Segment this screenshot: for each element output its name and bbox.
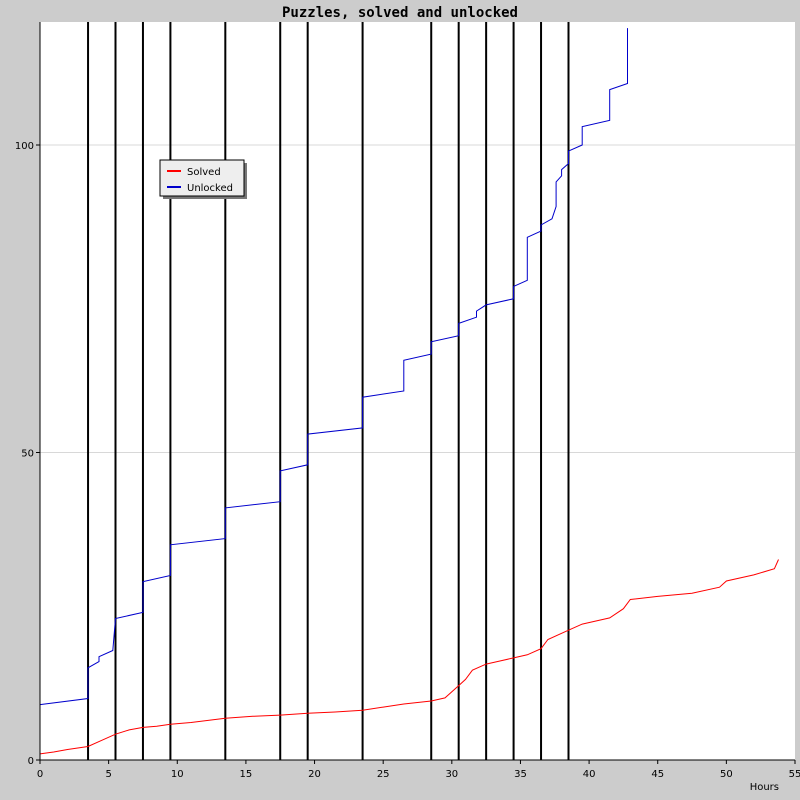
plot-area bbox=[40, 22, 795, 760]
series-line-unlocked bbox=[39, 28, 628, 706]
x-tick-label-45: 45 bbox=[651, 769, 664, 780]
legend-label-unlocked: Unlocked bbox=[187, 183, 233, 194]
x-tick-label-55: 55 bbox=[789, 769, 800, 780]
x-tick-label-30: 30 bbox=[445, 769, 458, 780]
chart-title: Puzzles, solved and unlocked bbox=[282, 5, 518, 21]
x-tick-label-25: 25 bbox=[377, 769, 390, 780]
legend-label-solved: Solved bbox=[187, 167, 221, 178]
y-tick-label-0: 0 bbox=[28, 756, 34, 767]
x-tick-label-5: 5 bbox=[105, 769, 111, 780]
x-tick-label-20: 20 bbox=[308, 769, 321, 780]
x-tick-label-10: 10 bbox=[171, 769, 184, 780]
series-layer bbox=[39, 28, 779, 755]
x-axis-label: Hours bbox=[750, 782, 779, 793]
x-tick-label-15: 15 bbox=[240, 769, 253, 780]
x-tick-label-40: 40 bbox=[583, 769, 596, 780]
tick-layer: 0 5 10 15 20 25 30 35 40 45 50 55 0 50 100 bbox=[15, 141, 800, 780]
x-tick-label-35: 35 bbox=[514, 769, 527, 780]
grid-layer bbox=[40, 144, 795, 453]
vertical-markers bbox=[87, 22, 570, 760]
legend-box bbox=[159, 159, 245, 197]
y-tick-label-50: 50 bbox=[21, 449, 34, 460]
y-tick-label-100: 100 bbox=[15, 141, 34, 152]
legend: Solved Unlocked bbox=[159, 159, 247, 199]
series-line-solved bbox=[39, 559, 779, 755]
x-tick-label-50: 50 bbox=[720, 769, 733, 780]
x-tick-label-0: 0 bbox=[37, 769, 43, 780]
